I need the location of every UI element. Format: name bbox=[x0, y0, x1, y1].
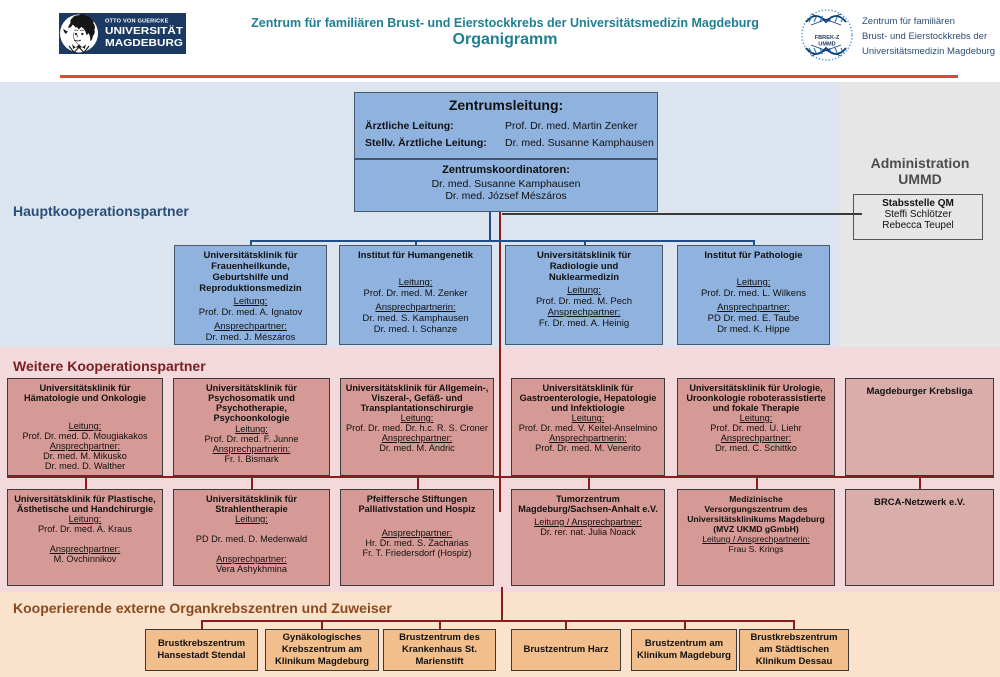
svg-text:UNIVERSITÄT: UNIVERSITÄT bbox=[105, 24, 184, 37]
svg-text:MAGDEBURG: MAGDEBURG bbox=[105, 37, 183, 49]
svg-text:FBREK-Z: FBREK-Z bbox=[815, 35, 840, 41]
svg-text:UMMD: UMMD bbox=[818, 42, 835, 48]
svg-text:OTTO VON GUERICKE: OTTO VON GUERICKE bbox=[105, 19, 169, 25]
